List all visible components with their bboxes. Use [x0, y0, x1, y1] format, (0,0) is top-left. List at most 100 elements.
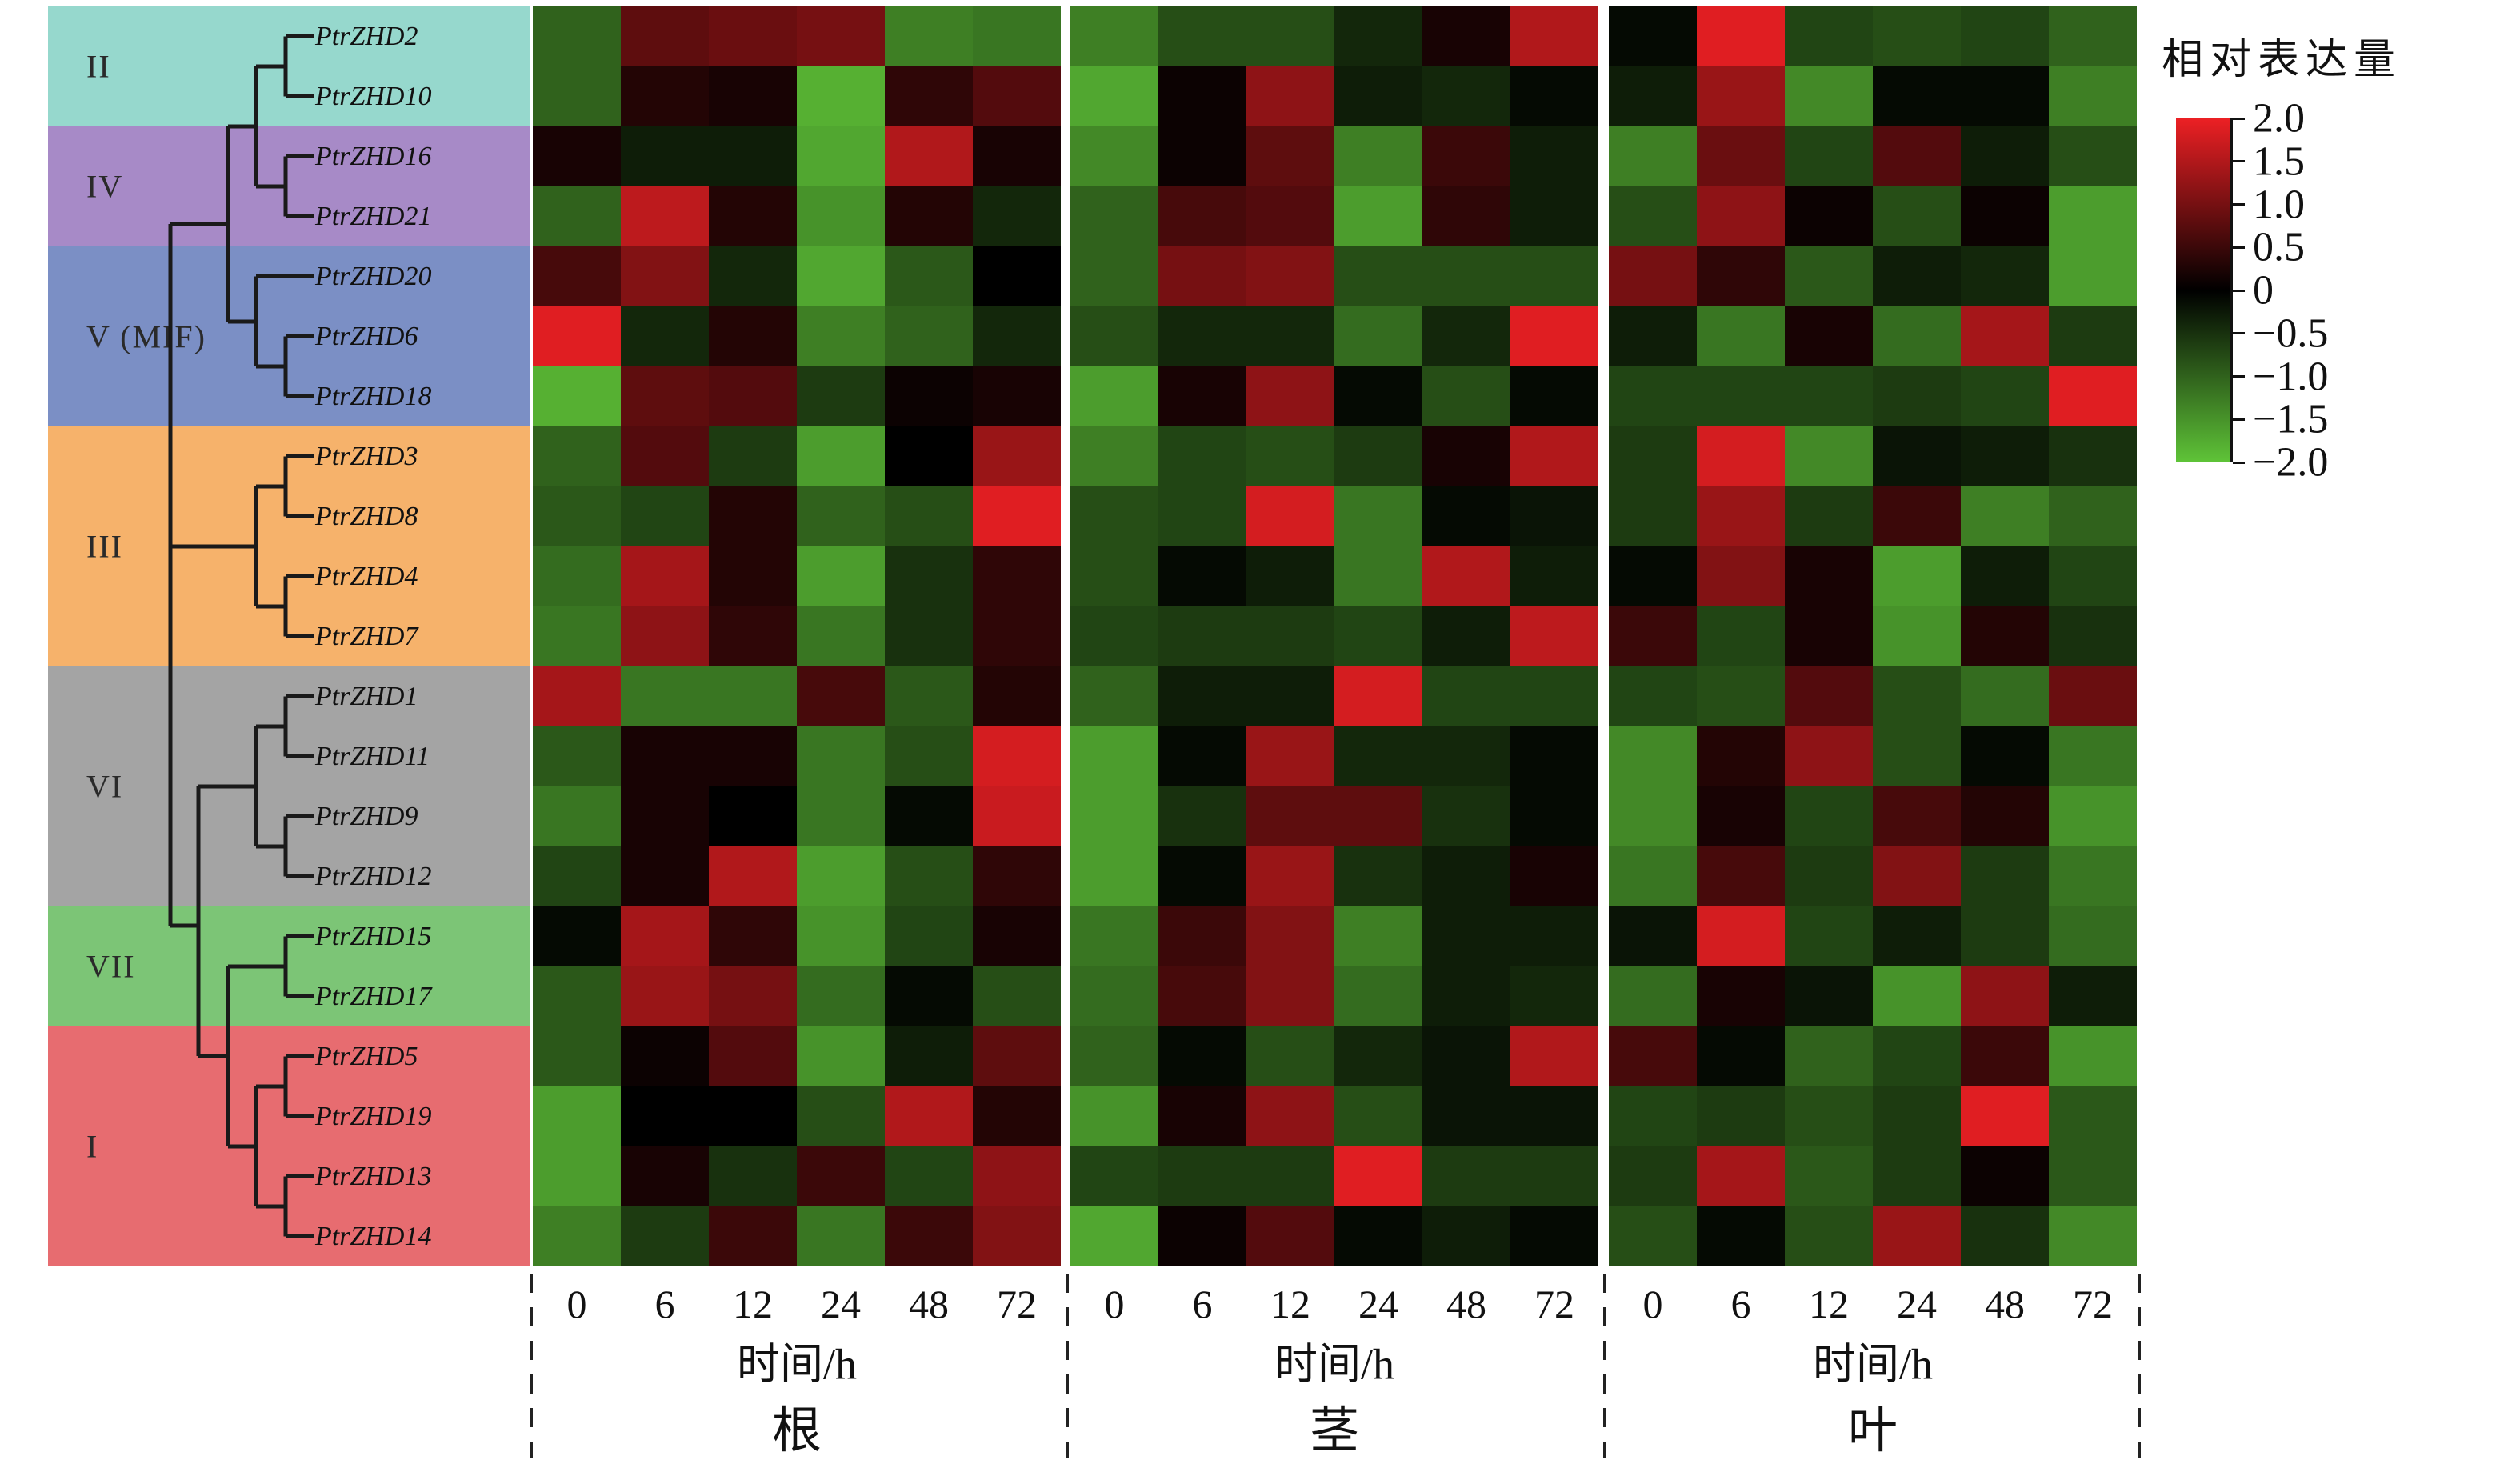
heatmap-cell [797, 786, 885, 846]
time-tick-label: 12 [1270, 1282, 1310, 1326]
heatmap-cell [1961, 726, 2049, 786]
heatmap-cell [1961, 426, 2049, 486]
heatmap-cell [797, 1206, 885, 1266]
heatmap-cell [885, 426, 973, 486]
heatmap-cell [533, 1146, 621, 1206]
heatmap-cell [533, 486, 621, 546]
heatmap-cell [1785, 66, 1873, 126]
heatmap-cell [709, 1086, 797, 1146]
gene-label: PtrZHD3 [315, 441, 418, 471]
heatmap-cell [1961, 186, 2049, 246]
heatmap-cell [973, 186, 1061, 246]
heatmap-cell [1697, 426, 1785, 486]
time-tick-label: 72 [2073, 1282, 2113, 1326]
legend-tick-label: 2.0 [2253, 95, 2305, 142]
heatmap-cell [1785, 546, 1873, 606]
heatmap-cell [1246, 666, 1334, 726]
heatmap-cell [1334, 66, 1422, 126]
heatmap-cell [1961, 1086, 2049, 1146]
heatmap-cell [1070, 486, 1158, 546]
heatmap-cell [797, 126, 885, 186]
heatmap-cell [1697, 126, 1785, 186]
heatmap-cell [1158, 126, 1246, 186]
heatmap-cell [1785, 846, 1873, 906]
heatmap-cell [1609, 486, 1697, 546]
heatmap-cell [885, 726, 973, 786]
heatmap-cell [709, 486, 797, 546]
heatmap-cell [1158, 6, 1246, 66]
heatmap-cell [1609, 426, 1697, 486]
group-label: II [86, 48, 111, 85]
heatmap-cell [1873, 366, 1961, 426]
heatmap-cell [1158, 726, 1246, 786]
gene-label: PtrZHD18 [315, 381, 432, 411]
heatmap-cell [1246, 6, 1334, 66]
heatmap-cell [1961, 1026, 2049, 1086]
gene-label: PtrZHD5 [315, 1041, 418, 1071]
heatmap-cell [1158, 606, 1246, 666]
heatmap-cell [1873, 66, 1961, 126]
heatmap-cell [973, 1206, 1061, 1266]
heatmap-cell [797, 606, 885, 666]
heatmap-cell [973, 606, 1061, 666]
heatmap-cell [1070, 306, 1158, 366]
heatmap-cell [1334, 606, 1422, 666]
heatmap-cell [1697, 726, 1785, 786]
time-axis-label: 时间/h [1812, 1340, 1934, 1389]
heatmap-cell [533, 246, 621, 306]
heatmap-cell [1422, 486, 1510, 546]
heatmap-cell [1961, 1206, 2049, 1266]
group-rect-III [48, 426, 530, 666]
gene-label: PtrZHD15 [315, 921, 432, 951]
heatmap-cell [621, 906, 709, 966]
heatmap-cell [1785, 726, 1873, 786]
heatmap-cell [1158, 366, 1246, 426]
heatmap-cell [885, 606, 973, 666]
heatmap-cell [797, 546, 885, 606]
legend-tick-mark [2233, 332, 2245, 335]
heatmap-cell [1873, 846, 1961, 906]
heatmap-cell [797, 246, 885, 306]
heatmap-cell [973, 666, 1061, 726]
heatmap-cell [1422, 726, 1510, 786]
heatmap-cell [1510, 726, 1598, 786]
heatmap-cell [973, 246, 1061, 306]
heatmap-cell [709, 1026, 797, 1086]
heatmap-block-叶 [1609, 6, 2137, 1266]
heatmap-cell [1070, 966, 1158, 1026]
heatmap-cell [533, 606, 621, 666]
heatmap-cell [1246, 546, 1334, 606]
heatmap-cell [621, 426, 709, 486]
legend-colorbar [2176, 118, 2233, 462]
heatmap-cell [1422, 546, 1510, 606]
heatmap-cell [1510, 246, 1598, 306]
heatmap-cell [1697, 786, 1785, 846]
heatmap-cell [885, 66, 973, 126]
heatmap-cell [1961, 606, 2049, 666]
heatmap-cell [1961, 786, 2049, 846]
heatmap-cell [1334, 726, 1422, 786]
heatmap-cell [1510, 1146, 1598, 1206]
heatmap-cell [1246, 606, 1334, 666]
heatmap-cell [1246, 1086, 1334, 1146]
heatmap-cell [1070, 786, 1158, 846]
heatmap-cell [709, 126, 797, 186]
heatmap-cell [797, 186, 885, 246]
heatmap-cell [1246, 846, 1334, 906]
heatmap-cell [1334, 666, 1422, 726]
heatmap-cell [1510, 906, 1598, 966]
heatmap-cell [1334, 1206, 1422, 1266]
heatmap-cell [1697, 366, 1785, 426]
heatmap-cell [1422, 606, 1510, 666]
heatmap-cell [797, 666, 885, 726]
gene-label: PtrZHD11 [315, 741, 430, 771]
group-label: I [86, 1128, 99, 1165]
heatmap-cell [797, 966, 885, 1026]
heatmap-cell [2049, 426, 2137, 486]
heatmap-cell [1422, 786, 1510, 846]
heatmap-cell [1961, 6, 2049, 66]
heatmap-cell [2049, 906, 2137, 966]
heatmap-cell [797, 366, 885, 426]
heatmap-cell [621, 1146, 709, 1206]
heatmap-cell [533, 906, 621, 966]
